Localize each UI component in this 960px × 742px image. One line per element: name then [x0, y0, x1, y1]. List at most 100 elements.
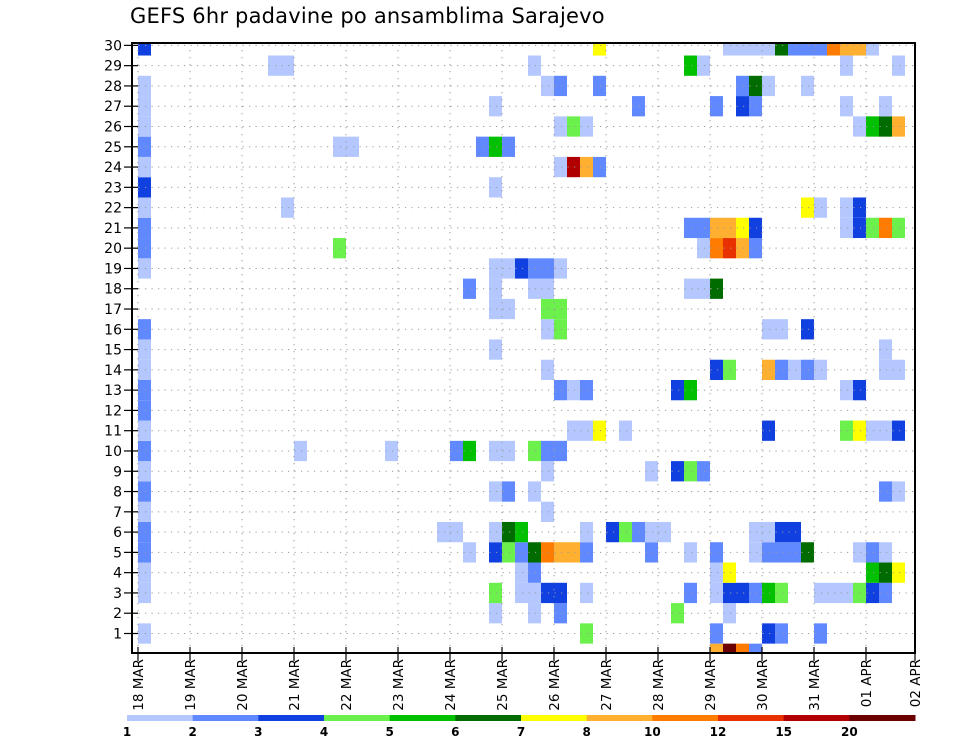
heatmap-cell [866, 582, 879, 604]
y-tick-label: 17 [104, 302, 122, 318]
x-tick-label: 23 MAR [391, 659, 407, 711]
heatmap-cell [801, 319, 814, 340]
heatmap-cell [528, 258, 541, 279]
heatmap-cell [749, 582, 762, 604]
heatmap-cell [515, 258, 528, 279]
y-tick-label: 15 [104, 343, 122, 359]
heatmap-cell [723, 643, 736, 653]
heatmap-cell [489, 96, 502, 117]
heatmap-cell [515, 521, 528, 543]
heatmap-cell [502, 440, 515, 462]
y-tick-label: 26 [104, 120, 122, 136]
heatmap-cell [762, 359, 775, 380]
heatmap-cell [489, 177, 502, 198]
heatmap-cell [723, 582, 736, 604]
heatmap-cell [138, 43, 151, 56]
heatmap-cell [489, 440, 502, 462]
y-tick-label: 14 [104, 363, 122, 379]
heatmap-cell [502, 258, 515, 279]
heatmap-cell [762, 542, 775, 563]
y-tick-label: 29 [104, 59, 122, 75]
heatmap-cell [541, 75, 554, 97]
heatmap-cell [775, 623, 788, 644]
heatmap-cell [554, 380, 567, 401]
heatmap-cell [723, 43, 736, 56]
heatmap-cell [268, 55, 281, 76]
heatmap-cell [879, 420, 892, 441]
heatmap-cell [138, 481, 151, 502]
y-tick-label: 8 [113, 485, 122, 501]
colorbar-label: 7 [517, 725, 525, 739]
heatmap-cell [827, 582, 840, 604]
x-tick-label: 25 MAR [495, 659, 511, 711]
colorbar-segment [127, 715, 194, 721]
heatmap-cell [632, 521, 645, 543]
heatmap-cell [645, 521, 658, 543]
heatmap-cell [788, 43, 801, 56]
y-tick-label: 3 [113, 586, 122, 602]
heatmap-cell [749, 643, 762, 653]
heatmap-cell [710, 623, 723, 644]
heatmap-cell [710, 542, 723, 563]
heatmap-cell [463, 440, 476, 462]
colorbar-segment [652, 715, 719, 721]
y-tick-label: 27 [104, 99, 122, 115]
heatmap-cell [281, 55, 294, 76]
heatmap-cell [762, 43, 775, 56]
heatmap-cell [853, 420, 866, 441]
heatmap-cell [463, 542, 476, 563]
heatmap-cell [762, 521, 775, 543]
y-tick-label: 9 [113, 464, 122, 480]
heatmap-cell [580, 420, 593, 441]
heatmap-cell [710, 359, 723, 380]
colorbar-segment [192, 715, 259, 721]
heatmap-cell [710, 238, 723, 259]
y-tick-label: 30 [104, 38, 122, 54]
heatmap-cell [749, 521, 762, 543]
heatmap-cell [775, 521, 788, 543]
heatmap-cell [814, 582, 827, 604]
heatmap-cell [853, 542, 866, 563]
heatmap-cell [138, 319, 151, 340]
heatmap-cell [489, 542, 502, 563]
heatmap-cell [840, 380, 853, 401]
heatmap-cell [346, 136, 359, 157]
heatmap-cell [840, 420, 853, 441]
heatmap-cell [580, 542, 593, 563]
heatmap-cell [710, 562, 723, 583]
y-tick-label: 12 [104, 403, 122, 419]
colorbar-label: 1 [123, 725, 131, 739]
heatmap-cell [775, 359, 788, 380]
colorbar-segment [258, 715, 325, 721]
heatmap-cell [489, 582, 502, 604]
heatmap-cell [736, 217, 749, 239]
heatmap-cell [879, 481, 892, 502]
heatmap-cell [138, 461, 151, 482]
y-tick-label: 13 [104, 383, 122, 399]
heatmap-cell [840, 55, 853, 76]
heatmap-cell [619, 420, 632, 441]
heatmap-cell [528, 481, 541, 502]
heatmap-cell [671, 461, 684, 482]
heatmap-cell [593, 420, 606, 441]
heatmap-cell [541, 258, 554, 279]
heatmap-cell [736, 238, 749, 259]
heatmap-cell [138, 562, 151, 583]
heatmap-cell [801, 197, 814, 218]
heatmap-cell [697, 278, 710, 299]
heatmap-cell [333, 238, 346, 259]
heatmap-cell [554, 258, 567, 279]
heatmap-cell [866, 542, 879, 563]
heatmap-cell [138, 542, 151, 563]
heatmap-cell [502, 136, 515, 157]
heatmap-cell [645, 542, 658, 563]
heatmap-cell [853, 116, 866, 137]
heatmap-cell [879, 542, 892, 563]
heatmap-cell [788, 542, 801, 563]
heatmap-cell [710, 217, 723, 239]
heatmap-cell [528, 542, 541, 563]
heatmap-cell [138, 623, 151, 644]
heatmap-cell [138, 521, 151, 543]
heatmap-cell [580, 156, 593, 178]
heatmap-cell [775, 542, 788, 563]
